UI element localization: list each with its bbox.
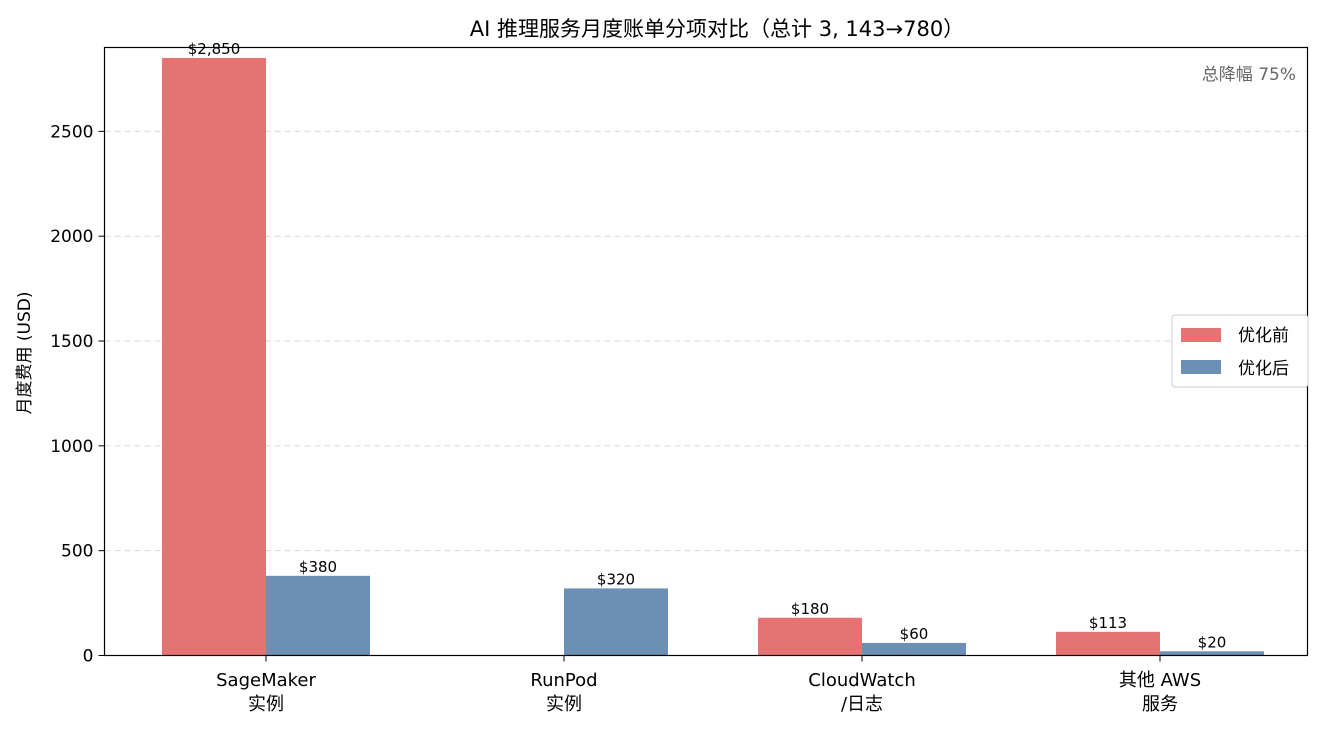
x-tick-label: CloudWatch: [808, 670, 915, 691]
legend-label-after: 优化后: [1238, 359, 1289, 379]
bar-after-0: [266, 575, 370, 656]
y-tick-label: 500: [61, 542, 93, 562]
y-ticks: 0 500 1000 1500 2000 2500: [50, 122, 105, 667]
legend: 优化前 优化后: [1171, 314, 1309, 388]
x-tick-label: 其他 AWS: [1119, 670, 1201, 691]
x-tick-label: 实例: [546, 694, 582, 715]
chart-title: AI 推理服务月度账单分项对比（总计 3, 143→780）: [470, 17, 964, 41]
y-tick-label: 0: [83, 647, 94, 667]
total-reduction-note: 总降幅 75%: [1202, 65, 1296, 85]
x-tick-label: 服务: [1142, 694, 1178, 715]
bar-after-1: [564, 588, 668, 656]
y-axis-label: 月度费用 (USD): [15, 292, 35, 415]
data-label: $113: [1089, 614, 1127, 632]
bars: [162, 57, 1264, 656]
plot-frame: [103, 46, 1309, 657]
bar-before-2: [758, 617, 862, 656]
y-tick-label: 2000: [50, 227, 93, 247]
gridlines: [104, 130, 1308, 552]
x-tick-label: SageMaker: [216, 670, 316, 691]
y-tick-label: 2500: [50, 122, 93, 142]
data-label: $60: [900, 625, 929, 643]
legend-label-before: 优化前: [1238, 326, 1289, 346]
data-label: $20: [1198, 633, 1227, 651]
bar-after-2: [862, 642, 966, 656]
data-label: $320: [597, 570, 635, 588]
legend-swatch-after: [1181, 360, 1221, 374]
bar-after-3: [1160, 651, 1264, 656]
x-tick-label: RunPod: [530, 670, 597, 691]
data-label: $380: [299, 558, 337, 576]
legend-swatch-before: [1181, 328, 1221, 342]
x-ticks: SageMaker 实例 RunPod 实例 CloudWatch/日志 其他 AWS 服务: [216, 655, 1201, 715]
data-label: $2,850: [188, 40, 241, 58]
bar-before-3: [1056, 631, 1160, 656]
x-tick-label: /日志: [841, 694, 883, 715]
data-label: $180: [791, 600, 829, 618]
bar-before-0: [162, 57, 266, 656]
data-labels: $2,850 $180 $113 $380 $320 $60 $20: [188, 40, 1227, 651]
x-tick-label: 实例: [248, 694, 284, 715]
y-tick-label: 1500: [50, 332, 93, 352]
y-tick-label: 1000: [50, 437, 93, 457]
